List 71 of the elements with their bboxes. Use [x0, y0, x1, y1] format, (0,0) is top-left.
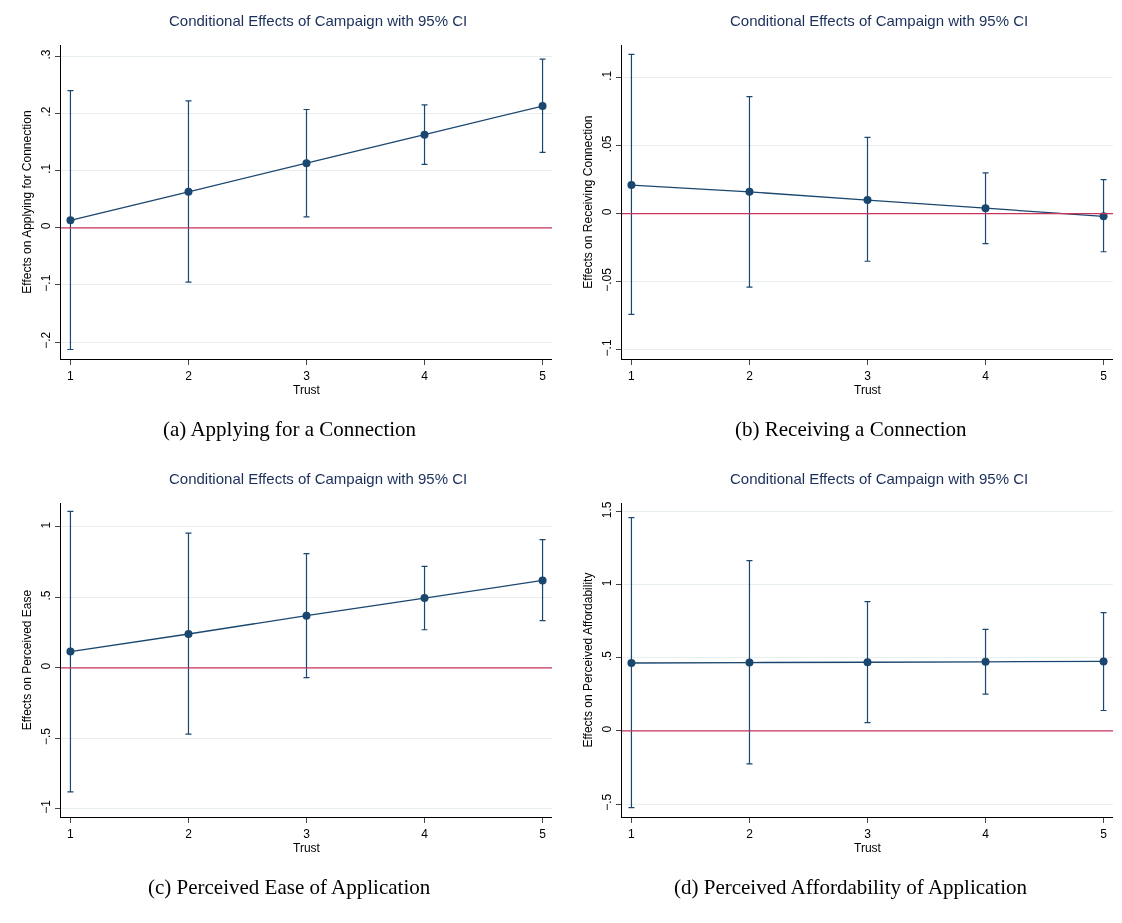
y-tick-label: .5: [600, 650, 615, 662]
x-tick-label: 5: [539, 826, 547, 841]
point: [66, 216, 75, 225]
text: (a) Applying for a Connection: [163, 417, 417, 441]
point: [863, 196, 872, 205]
x-axis-title: Trust: [293, 840, 321, 855]
x-tick-label: 5: [1100, 368, 1108, 383]
x-axis-title: Trust: [854, 382, 882, 397]
x-tick-label: 2: [746, 368, 754, 383]
x-tick-label: 3: [864, 826, 872, 841]
x-tick-label: 1: [67, 368, 75, 383]
x-axis-title: Trust: [854, 840, 882, 855]
x-tick-label: 1: [67, 826, 75, 841]
y-tick-label: −.1: [39, 274, 54, 292]
x-tick-label: 1: [628, 826, 636, 841]
x-tick-label: 4: [421, 368, 429, 383]
x-tick-label: 4: [982, 826, 990, 841]
point: [302, 159, 311, 168]
y-tick-label: .5: [39, 590, 54, 601]
x-tick-label: 3: [864, 368, 872, 383]
x-axis-title: Trust: [293, 382, 321, 397]
y-tick-label: −.1: [600, 339, 615, 357]
text: (d) Perceived Affordability of Application: [674, 875, 1028, 899]
x-tick-label: 1: [628, 368, 636, 383]
point: [627, 181, 636, 190]
text: (c) Perceived Ease of Application: [148, 875, 431, 899]
y-axis-title: Effects on Applying for Connection: [20, 110, 35, 294]
point: [420, 594, 429, 603]
y-tick-label: −.05: [600, 267, 615, 292]
x-tick-label: 3: [303, 826, 311, 841]
y-tick-label: −.5: [600, 793, 615, 811]
point: [981, 204, 990, 213]
chart-title: Conditional Effects of Campaign with 95% CI: [730, 12, 1029, 29]
y-tick-label: 0: [39, 222, 54, 230]
y-tick-label: −.2: [39, 331, 54, 349]
x-tick-label: 3: [303, 368, 311, 383]
y-axis-title: Effects on Perceived Affordability: [581, 572, 596, 748]
chart-title: Conditional Effects of Campaign with 95% CI: [730, 470, 1029, 487]
y-tick-label: .3: [39, 49, 54, 60]
y-axis-title: Effects on Receiving Connection: [581, 115, 596, 289]
y-tick-label: 0: [600, 208, 615, 216]
y-tick-label: .1: [600, 70, 615, 81]
y-tick-label: 0: [600, 725, 615, 733]
y-tick-label: .05: [600, 135, 615, 153]
point: [538, 576, 547, 585]
y-tick-label: −.5: [39, 727, 54, 746]
y-axis-title: Effects on Perceived Ease: [20, 589, 35, 731]
y-tick-label: .2: [39, 106, 54, 117]
chart-title: Conditional Effects of Campaign with 95% CI: [169, 470, 468, 487]
x-tick-label: 4: [421, 826, 429, 841]
x-tick-label: 2: [185, 826, 193, 841]
y-tick-label: 1.5: [600, 501, 615, 519]
y-tick-label: −1: [39, 799, 54, 814]
chart-title: Conditional Effects of Campaign with 95% CI: [169, 12, 468, 29]
point: [184, 629, 193, 638]
point: [745, 187, 754, 196]
x-tick-label: 2: [746, 826, 754, 841]
y-tick-label: 0: [39, 662, 54, 670]
x-tick-label: 4: [982, 368, 990, 383]
x-tick-label: 5: [1100, 826, 1108, 841]
x-tick-label: 5: [539, 368, 547, 383]
point: [302, 611, 311, 620]
point: [420, 130, 429, 139]
point: [538, 102, 547, 111]
x-tick-label: 2: [185, 368, 193, 383]
y-tick-label: .1: [39, 163, 54, 174]
y-tick-label: 1: [600, 579, 615, 587]
point: [184, 187, 193, 196]
text: (b) Receiving a Connection: [735, 417, 968, 441]
point: [66, 647, 75, 656]
y-tick-label: 1: [39, 521, 54, 529]
